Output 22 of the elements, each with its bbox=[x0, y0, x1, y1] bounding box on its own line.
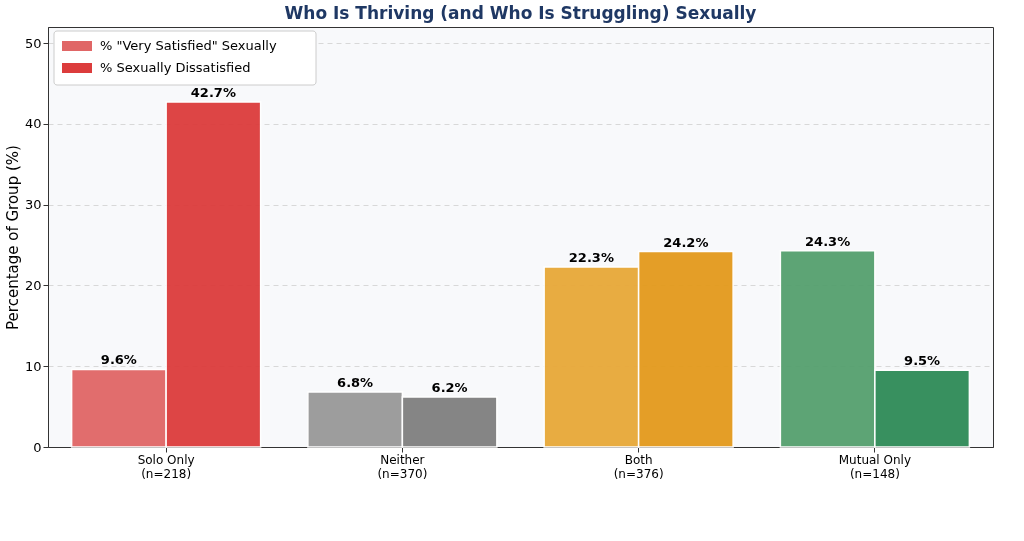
y-tick-label: 50 bbox=[24, 35, 42, 51]
text: 6.8% bbox=[337, 375, 374, 391]
y-tick-label: 20 bbox=[24, 277, 42, 293]
text: 9.5% bbox=[904, 353, 941, 369]
x-tick-label: Solo Only (n=218) bbox=[137, 452, 195, 481]
chart-title: Who Is Thriving (and Who Is Struggling) Sexually bbox=[284, 3, 757, 23]
legend-label: % "Very Satisfied" Sexually bbox=[100, 38, 277, 53]
x-tick-label: Both (n=376) bbox=[613, 452, 664, 481]
y-axis-title: Percentage of Group (%) bbox=[3, 145, 22, 330]
text: 22.3% bbox=[568, 249, 614, 265]
y-tick-label: 40 bbox=[24, 116, 42, 132]
text: 42.7% bbox=[190, 85, 236, 101]
text: 24.2% bbox=[663, 234, 709, 250]
y-tick-label: 30 bbox=[24, 197, 42, 213]
y-tick-label: 10 bbox=[24, 358, 42, 374]
y-tick-label: 0 bbox=[33, 439, 42, 455]
text: 9.6% bbox=[100, 352, 137, 368]
text: 24.3% bbox=[805, 233, 851, 249]
x-tick-label: Neither (n=370) bbox=[377, 452, 428, 481]
legend-label: % Sexually Dissatisfied bbox=[100, 60, 251, 75]
x-tick-label: Mutual Only (n=148) bbox=[838, 452, 912, 481]
text: 6.2% bbox=[431, 379, 468, 395]
